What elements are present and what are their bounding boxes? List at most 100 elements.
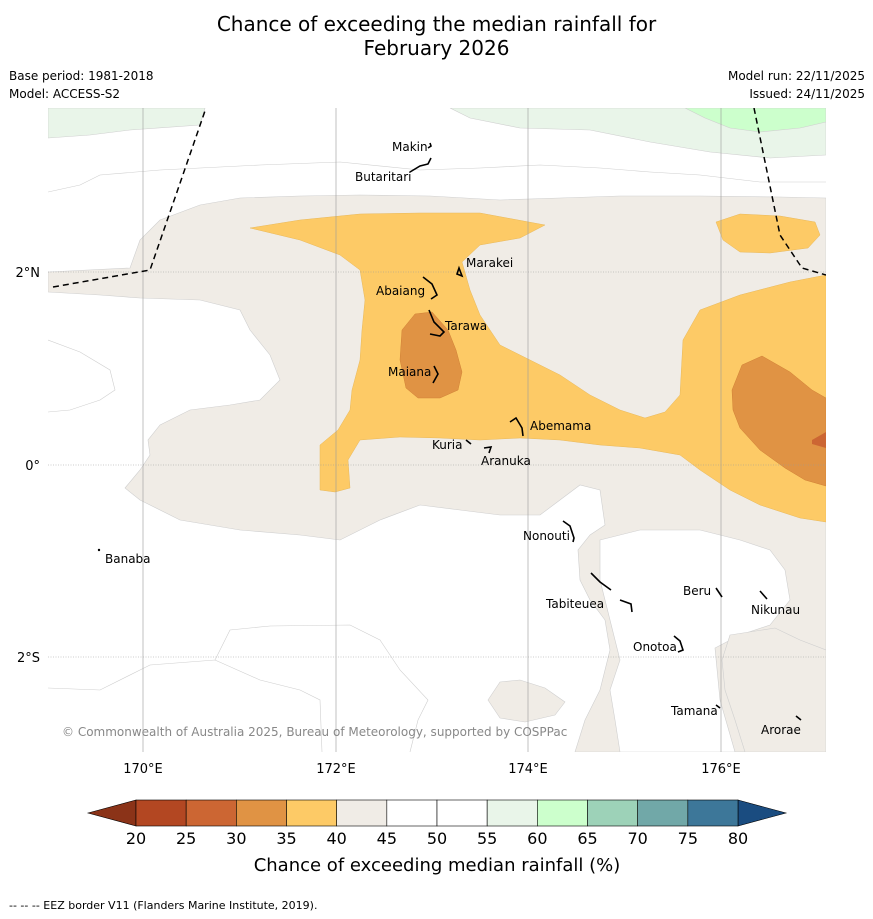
lat-label: 2°N (16, 266, 41, 281)
place-label: Marakei (466, 256, 513, 270)
place-label: Tarawa (444, 319, 487, 333)
island-onotoa (673, 635, 684, 653)
island-arorae (795, 715, 802, 721)
island-maiana (432, 365, 439, 384)
place-label: Abaiang (376, 284, 425, 298)
contour-line-west (48, 339, 116, 413)
colorbar-tick-label: 50 (427, 829, 447, 848)
longitude-labels: 170°E 172°E 174°E 176°E (123, 762, 741, 777)
colorbar-cell (436, 799, 488, 827)
place-label: Kuria (432, 438, 463, 452)
colorbar-cell (587, 799, 638, 827)
colorbar-cell (135, 799, 187, 827)
colorbar-tick-label: 45 (377, 829, 397, 848)
meta-right: Model run: 22/11/2025 Issued: 24/11/2025 (728, 67, 865, 103)
contour-line-southwest (214, 624, 429, 752)
issued-date: Issued: 24/11/2025 (749, 87, 865, 101)
island-abemama (509, 416, 524, 437)
colorbar-cell (286, 799, 337, 827)
colorbar-tick-label: 55 (477, 829, 497, 848)
colorbar: 20 25 30 35 40 45 50 55 60 65 70 75 80 Chance of exc… (86, 799, 788, 876)
lon-label: 176°E (701, 762, 741, 777)
contour-55-60-top-left (48, 108, 206, 139)
colorbar-cell (537, 799, 588, 827)
island-aranuka (483, 446, 493, 454)
island-nikunau (759, 590, 768, 600)
place-label: Nonouti (523, 529, 570, 543)
place-label: Tabiteuea (545, 597, 604, 611)
colorbar-tick-label: 40 (326, 829, 346, 848)
colorbar-cells (135, 799, 739, 827)
colorbar-tick-label: 25 (176, 829, 196, 848)
place-label: Banaba (105, 552, 151, 566)
place-label: Nikunau (751, 603, 800, 617)
place-label: Butaritari (355, 170, 412, 184)
latitude-labels: 2°N 0° 2°S (16, 266, 41, 666)
island-beru (715, 587, 723, 598)
contour-25-30-east (812, 432, 826, 448)
colorbar-cell (336, 799, 388, 827)
contour-35-40-northeast (715, 213, 821, 254)
colorbar-title: Chance of exceeding median rainfall (%) (254, 855, 621, 876)
model-name: Model: ACCESS-S2 (9, 87, 121, 101)
contour-60-65-top-right (684, 108, 826, 133)
place-label: Maiana (388, 365, 431, 379)
graticule (48, 108, 826, 752)
island-tabiteuea (590, 572, 633, 613)
colorbar-high-extend (737, 799, 788, 827)
place-label: Beru (683, 584, 711, 598)
colorbar-tick-label: 35 (276, 829, 296, 848)
lon-label: 174°E (508, 762, 548, 777)
colorbar-ticks: 20 25 30 35 40 45 50 55 60 65 70 75 80 (126, 829, 748, 848)
meta-left: Base period: 1981-2018 Model: ACCESS-S2 (9, 67, 154, 103)
islands (97, 142, 802, 721)
lat-label: 0° (25, 459, 40, 474)
rainfall-map: Makin Butaritari Marakei Abaiang Tarawa … (16, 108, 826, 876)
contour-30-35-east (731, 355, 826, 487)
place-label: Makin (392, 140, 428, 154)
lon-label: 172°E (316, 762, 356, 777)
colorbar-cell (185, 799, 237, 827)
place-labels: Makin Butaritari Marakei Abaiang Tarawa … (105, 140, 801, 737)
island-kuria (465, 439, 472, 445)
island-tarawa (428, 309, 446, 337)
island-tamana (715, 704, 721, 709)
island-banaba (97, 548, 101, 552)
place-label: Aranuka (481, 454, 531, 468)
eez-border-east (753, 108, 826, 276)
island-abaiang (422, 276, 439, 300)
colorbar-low-extend (86, 799, 137, 827)
colorbar-tick-label: 20 (126, 829, 146, 848)
contour-40-45-island-south (721, 627, 826, 752)
colorbar-tick-label: 80 (728, 829, 748, 848)
island-butaritari (409, 157, 432, 173)
copyright-notice: © Commonwealth of Australia 2025, Bureau… (62, 725, 567, 739)
colorbar-cell (236, 799, 287, 827)
contour-40-45-small-south (487, 679, 566, 723)
colorbar-tick-label: 75 (678, 829, 698, 848)
island-nonouti (562, 520, 575, 543)
place-label: Arorae (761, 723, 801, 737)
contour-35-40-central (249, 212, 826, 523)
map-title: Chance of exceeding the median rainfall … (0, 12, 873, 60)
lat-label: 2°S (17, 651, 40, 666)
colorbar-tick-label: 65 (577, 829, 597, 848)
colorbar-cell (687, 799, 739, 827)
colorbar-tick-label: 70 (627, 829, 647, 848)
title-line-1: Chance of exceeding the median rainfall … (216, 12, 657, 36)
colorbar-cell (486, 799, 538, 827)
colorbar-tick-label: 60 (527, 829, 547, 848)
lon-label: 170°E (123, 762, 163, 777)
place-label: Abemama (530, 419, 591, 433)
colorbar-cell (386, 799, 438, 827)
model-run: Model run: 22/11/2025 (727, 69, 865, 83)
island-marakei (456, 265, 464, 278)
colorbar-cell (637, 799, 689, 827)
eez-border-west (52, 108, 207, 288)
colorbar-tick-label: 30 (226, 829, 246, 848)
contour-line-north (48, 161, 826, 193)
place-label: Tamana (670, 704, 718, 718)
eez-legend-footer: -- -- -- EEZ border V11 (Flanders Marine… (9, 899, 318, 912)
contour-45-50-hole-south (599, 529, 826, 752)
map-plot-area: Makin Butaritari Marakei Abaiang Tarawa … (48, 108, 826, 752)
